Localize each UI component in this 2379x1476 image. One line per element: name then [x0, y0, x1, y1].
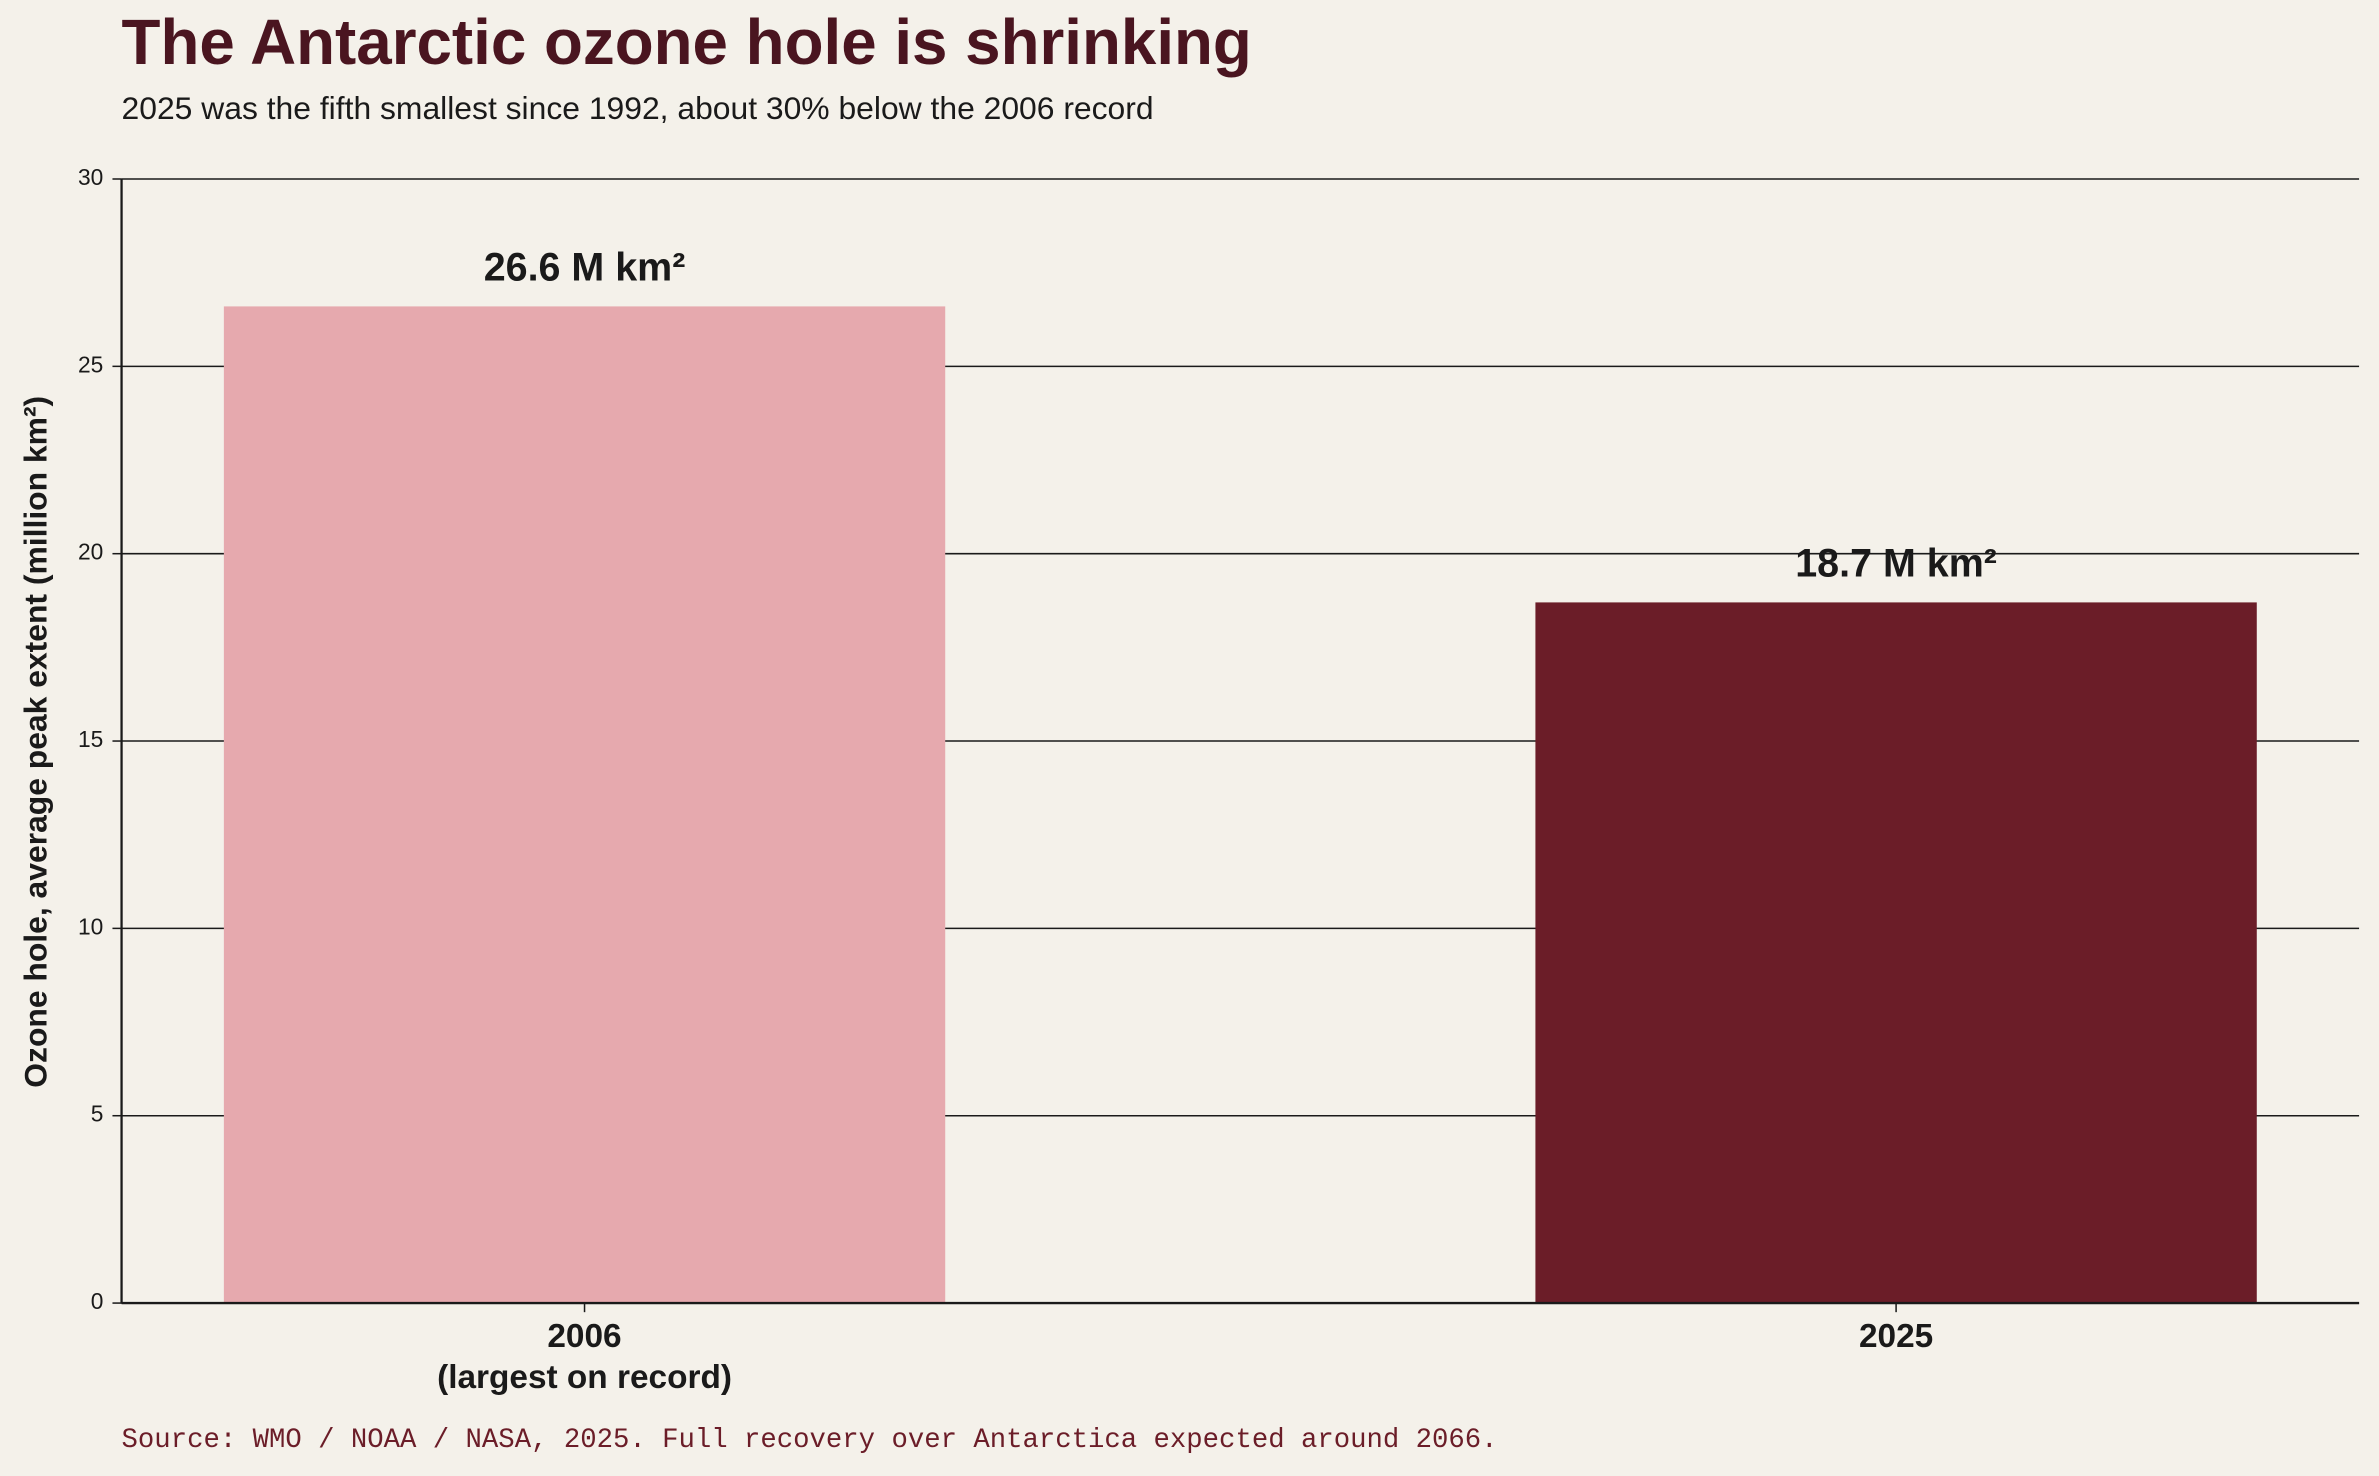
y-tick-label: 5: [91, 1101, 104, 1127]
value-label: 26.6 M km²: [484, 245, 686, 289]
chart-subtitle: 2025 was the fifth smallest since 1992, …: [122, 90, 1154, 126]
source-note: Source: WMO / NOAA / NASA, 2025. Full re…: [122, 1425, 1498, 1456]
x-tick-label: 2025: [1858, 1316, 1934, 1355]
bar: [1535, 602, 2257, 1304]
y-tick-label: 25: [78, 351, 103, 377]
x-tick-label: 2006 (largest on record): [437, 1316, 732, 1396]
bar: [223, 306, 946, 1304]
x-tick-label-box: 2025: [1858, 1316, 1934, 1355]
y-tick-label: 10: [78, 913, 103, 939]
y-axis-label: Ozone hole, average peak extent (million…: [18, 396, 54, 1088]
y-tick-label: 0: [91, 1288, 104, 1314]
chart-title: The Antarctic ozone hole is shrinking: [122, 6, 1252, 78]
y-tick-label: 15: [78, 726, 103, 752]
x-tick-label-box: 2006 (largest on record): [437, 1316, 732, 1396]
value-label: 18.7 M km²: [1795, 541, 1997, 585]
y-tick-label: 20: [78, 539, 103, 565]
y-tick-label: 30: [78, 164, 103, 190]
